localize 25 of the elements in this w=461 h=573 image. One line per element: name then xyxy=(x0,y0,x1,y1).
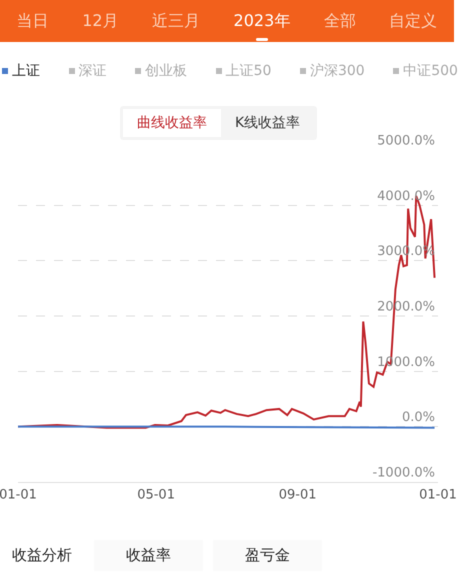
y-tick-label: 5000.0% xyxy=(377,134,435,149)
text: 当日 xyxy=(16,10,49,32)
text: 收益分析 xyxy=(11,545,73,566)
legend-label: 上证 xyxy=(11,62,40,80)
text: 近三月 xyxy=(152,10,200,32)
legend-label: 沪深300 xyxy=(308,62,365,80)
legend-label: 深证 xyxy=(78,62,107,80)
x-tick-label: 05-01 xyxy=(137,488,175,503)
x-tick-label: 09-01 xyxy=(278,488,317,503)
legend-label: 上证50 xyxy=(224,62,272,80)
text: 盈亏金 xyxy=(213,540,322,571)
text: 收益率 xyxy=(94,540,203,571)
text: 2023年 xyxy=(234,10,290,32)
x-tick-label: 01-01 xyxy=(0,488,37,503)
y-tick-label: 4000.0% xyxy=(377,188,435,204)
text: 12月 xyxy=(82,10,119,32)
text: 全部 xyxy=(324,10,356,32)
x-tick-label: 01-01 xyxy=(419,488,457,503)
legend-label: 中证500 xyxy=(402,62,458,80)
text: 自定义 xyxy=(389,10,438,32)
legend-label: 创业板 xyxy=(144,62,188,80)
y-tick-label: -1000.0% xyxy=(372,466,435,481)
text: 曲线收益率 xyxy=(123,109,221,137)
text: K线收益率 xyxy=(234,114,302,133)
y-tick-label: 0.0% xyxy=(402,410,435,426)
